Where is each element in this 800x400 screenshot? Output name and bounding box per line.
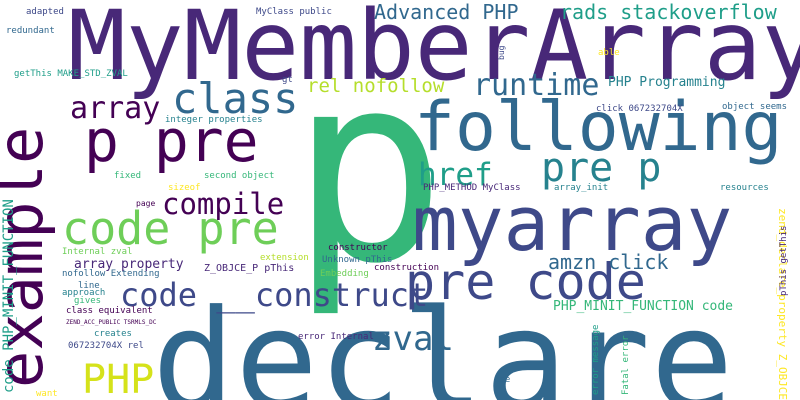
word-object-seems: object seems bbox=[722, 102, 788, 112]
word-myarray: myarray bbox=[412, 179, 733, 268]
word-nofollow-extending: nofollow Extending bbox=[62, 269, 160, 279]
word-constructor: constructor bbox=[328, 243, 388, 253]
word-adapted: adapted bbox=[26, 7, 64, 17]
word-php-minit-function-code: PHP_MINIT_FUNCTION code bbox=[553, 299, 734, 314]
word-href: href bbox=[418, 157, 493, 193]
word-gt: gt bbox=[282, 75, 293, 85]
word-php: PHP bbox=[82, 357, 155, 400]
word-array-init: array_init bbox=[554, 183, 609, 193]
word-compile: compile bbox=[162, 187, 285, 221]
word-array-property: array property bbox=[74, 257, 184, 272]
word-code-pre: code pre bbox=[62, 202, 279, 255]
word-advanced-php: Advanced PHP bbox=[374, 0, 519, 24]
word-integer-properties: integer properties bbox=[165, 115, 263, 125]
word-creates: creates bbox=[94, 329, 132, 339]
word-array: array bbox=[70, 91, 161, 126]
word-pre-p: pre p bbox=[541, 145, 662, 191]
word-runtime: runtime bbox=[473, 68, 600, 103]
word-pre-code: pre code bbox=[405, 253, 646, 311]
word-page: page bbox=[136, 199, 156, 208]
word-amzn-click: amzn click bbox=[548, 250, 669, 274]
word-code-php-minit-function: code PHP_MINIT_FUNCTION bbox=[1, 199, 17, 393]
word-rads-stackoverflow: rads stackoverflow bbox=[560, 0, 777, 24]
word-line: line bbox=[78, 281, 100, 291]
word-sizeof: sizeof bbox=[168, 183, 201, 193]
word-construction: construction bbox=[374, 263, 440, 273]
word-declare: declare bbox=[152, 280, 734, 400]
word-myclass-public: MyClass public bbox=[256, 7, 332, 17]
word-use: use bbox=[494, 375, 511, 385]
word-internal-zval: Internal zval bbox=[62, 247, 133, 257]
word-extension: extension bbox=[260, 253, 309, 263]
word-rel-nofollow: rel nofollow bbox=[307, 75, 445, 97]
word-error-message: error message bbox=[591, 324, 601, 395]
word-code-construct: code __construct bbox=[120, 276, 429, 314]
word-unknown-pthis: Unknown pThis bbox=[322, 255, 393, 265]
word-redundant: redundant bbox=[6, 26, 55, 36]
word-php-method-myclass: PHP_METHOD MyClass bbox=[423, 183, 521, 193]
word-error-internal: error Internal bbox=[298, 332, 374, 342]
word-php-programming: PHP Programming bbox=[608, 75, 726, 90]
word-gives: gives bbox=[74, 296, 102, 306]
word-p-pre: p pre bbox=[84, 107, 259, 175]
word-zval: zval bbox=[372, 319, 454, 359]
word-class: class bbox=[172, 74, 299, 123]
word-approach: approach bbox=[62, 288, 106, 298]
word-following: following bbox=[414, 88, 783, 167]
word-able: able bbox=[598, 48, 620, 58]
word-fatal-error: Fatal error bbox=[621, 335, 631, 395]
word-p: p bbox=[290, 19, 447, 321]
word-zobjcep-pthis: Z_OBJCE_P pThis bbox=[204, 263, 295, 274]
word-pthis-getthis: pThis getThis bbox=[779, 225, 789, 296]
word-fixed: fixed bbox=[114, 171, 142, 181]
word-bug: bug bbox=[497, 45, 506, 60]
word-zend-acc-public: ZEND_ACC_PUBLIC TSRMLS_DC bbox=[66, 319, 157, 326]
word-second-object: second object bbox=[204, 171, 275, 181]
word-getthis-make-std-zval: getThis MAKE_STD_ZVAL bbox=[14, 69, 128, 79]
word-067232704x-rel: 067232704X rel bbox=[68, 341, 144, 351]
word-click-067232704x: click 067232704X bbox=[596, 104, 683, 114]
word-resources: resources bbox=[720, 183, 769, 193]
word-embedding: Embedding bbox=[320, 269, 369, 279]
word-mymemberarray: MyMemberArray bbox=[68, 0, 800, 102]
word-class-equivalent: class equivalent bbox=[66, 306, 153, 316]
word-want: want bbox=[36, 389, 58, 399]
